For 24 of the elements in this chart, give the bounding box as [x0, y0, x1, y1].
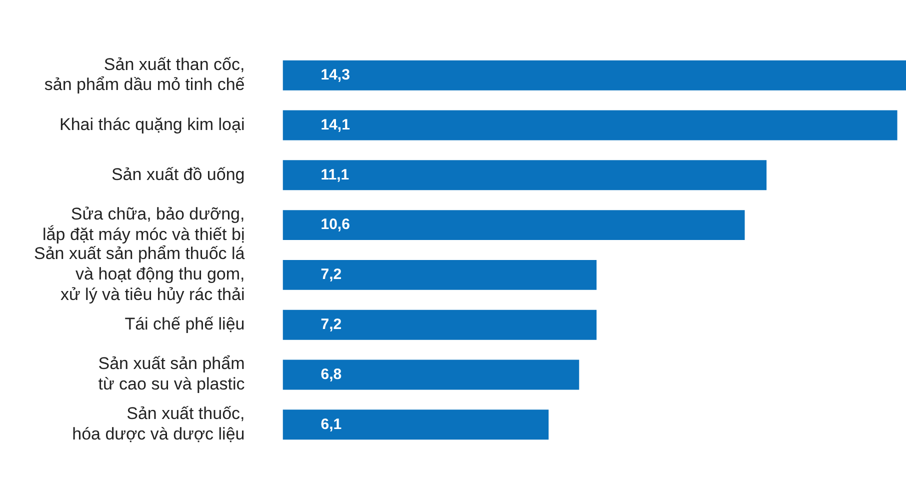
bar — [282, 360, 580, 390]
y-tick-label: Sản xuất thuốc, hóa dược và dược liệu — [72, 404, 245, 444]
bar — [282, 410, 549, 440]
data-label: 10,6 — [320, 216, 350, 234]
data-label: 7,2 — [320, 316, 342, 333]
bar — [282, 160, 767, 190]
bar — [282, 60, 906, 90]
y-tick-label: Sản xuất đồ uống — [111, 164, 245, 184]
y-tick-label: Tái chế phế liệu — [124, 314, 245, 334]
bar — [282, 110, 898, 140]
y-tick-label: Sản xuất sản phẩm từ cao su và plastic — [98, 354, 246, 394]
y-tick-label: Sửa chữa, bảo dưỡng, lắp đặt máy móc và thiết bị — [42, 204, 245, 244]
data-label: 6,1 — [320, 416, 342, 433]
data-label: 7,2 — [320, 266, 342, 284]
bar — [282, 310, 597, 340]
y-tick-label: Khai thác quặng kim loại — [60, 114, 245, 134]
y-tick-label: Sản xuất than cốc, sản phẩm dầu mỏ tinh chế — [44, 54, 246, 94]
data-label: 11,1 — [320, 166, 350, 184]
data-label: 14,3 — [320, 66, 350, 84]
bar — [282, 210, 745, 240]
data-label: 14,1 — [320, 116, 350, 134]
data-label: 6,8 — [320, 366, 342, 383]
y-tick-label: Sản xuất sản phẩm thuốc lá và hoạt động thu gom, xử lý và tiêu hủy rác thải — [34, 244, 246, 304]
bar — [282, 260, 597, 290]
